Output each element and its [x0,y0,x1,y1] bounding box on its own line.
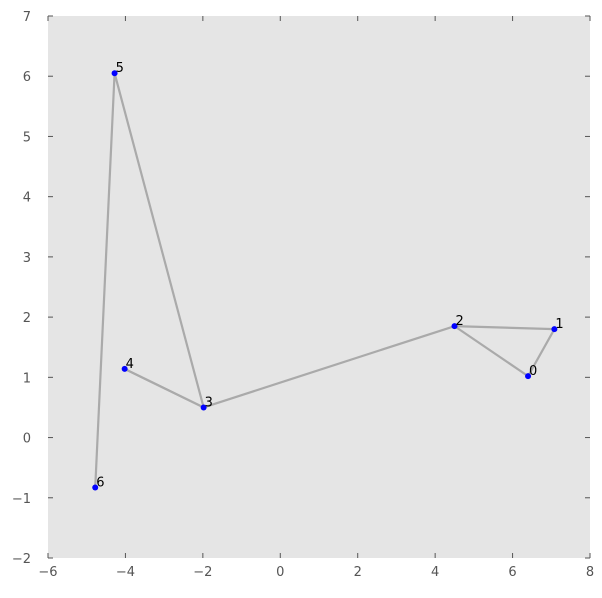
plot-area [48,16,590,558]
y-tick-label: 6 [23,70,31,85]
x-tick-label: 8 [586,565,594,580]
data-point [551,326,558,333]
x-tick-label: 6 [508,565,516,580]
data-points [92,70,558,491]
y-tick-label: 5 [23,130,31,145]
tick-labels: −6 −4 −2 0 2 4 6 8 −2 −1 0 1 2 3 4 5 6 7 [12,10,594,580]
point-label: 3 [205,395,213,410]
point-label: 2 [456,314,464,329]
y-tick-label: 2 [23,311,31,326]
x-tick-label: 0 [276,565,284,580]
point-label: 6 [96,476,104,491]
path-segment [94,72,116,489]
data-point [200,404,207,411]
y-tick-label: 3 [23,251,31,266]
path-segment [113,72,205,409]
y-tick-label: 4 [23,191,31,206]
data-point [451,323,458,330]
data-point [121,365,128,372]
point-label: 1 [555,317,563,332]
x-tick-label: −4 [116,565,135,580]
point-label: 4 [126,357,134,372]
path-segment [453,325,556,331]
data-point [111,70,118,77]
path-segment [453,325,530,378]
y-tick-label: 0 [23,432,31,447]
x-tick-label: −2 [193,565,212,580]
point-label: 0 [529,364,537,379]
point-label: 5 [116,61,124,76]
x-tick-label: −6 [38,565,57,580]
data-point [525,373,532,380]
path-segment [123,367,205,409]
y-tick-label: −2 [12,552,31,567]
data-point [92,484,99,491]
path-segment [526,328,556,378]
y-tick-label: 7 [23,10,31,25]
x-tick-label: 2 [354,565,362,580]
y-tick-label: 1 [23,371,31,386]
x-tick-label: 4 [431,565,439,580]
connecting-path [94,72,556,489]
point-labels: 0 1 2 3 4 5 6 [96,61,563,490]
path-segment [202,325,456,409]
axis-ticks [47,15,591,559]
y-tick-label: −1 [12,492,31,507]
